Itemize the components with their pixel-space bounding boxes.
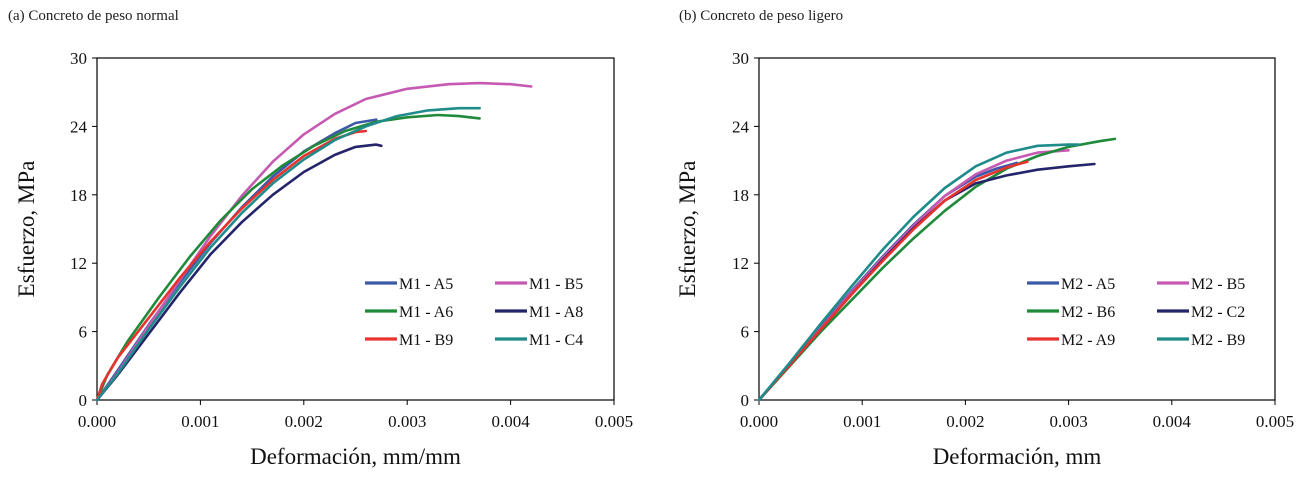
chart-panel-lightweight: (b) Concreto de peso ligero 0.000 0.001 0.…	[655, 0, 1311, 478]
x-axis-label: Deformación, mm	[933, 444, 1102, 469]
series-line-m2-a5	[757, 161, 1019, 402]
series-line-m1-b5	[95, 81, 533, 402]
y-tick-label: 18	[70, 186, 87, 205]
y-tick-label: 0	[79, 391, 88, 410]
y-tick-label: 6	[741, 323, 750, 342]
legend-label: M1 - A8	[529, 304, 583, 321]
x-tick-label: 0.003	[388, 412, 426, 431]
plot-frame	[96, 57, 615, 401]
legend-label: M1 - B9	[399, 332, 453, 349]
legend-label: M1 - C4	[529, 332, 583, 349]
series-line-m2-b6	[757, 137, 1117, 402]
x-tick-label: 0.003	[1049, 412, 1087, 431]
x-tick-label: 0.001	[181, 412, 219, 431]
legend-label: M2 - B5	[1191, 276, 1245, 293]
x-tick-label: 0.002	[285, 412, 323, 431]
series-line-m1-b9	[95, 129, 368, 402]
x-tick-label: 0.002	[946, 412, 984, 431]
stress-strain-chart-lightweight: 0.000 0.001 0.002 0.003 0.004 0.005 0 6 12 18 24 30…	[675, 49, 1294, 469]
legend-label: M2 - A5	[1061, 276, 1115, 293]
legend-label: M1 - B5	[529, 276, 583, 293]
x-tick-label: 0.001	[843, 412, 881, 431]
panel-title: (b) Concreto de peso ligero	[679, 8, 844, 24]
stress-strain-chart-normal: 0.000 0.001 0.002 0.003 0.004 0.005 0 6 12 18 24 30…	[14, 49, 633, 469]
x-axis-label: Deformación, mm/mm	[250, 444, 461, 469]
y-tick-label: 24	[70, 117, 88, 136]
series-line-m2-b5	[757, 149, 1070, 402]
x-tick-label: 0.005	[1256, 412, 1294, 431]
legend-label: M2 - C2	[1191, 304, 1245, 321]
x-tick-label: 0.000	[78, 412, 116, 431]
x-tick-label: 0.004	[1153, 412, 1192, 431]
legend-label: M2 - B6	[1061, 304, 1115, 321]
y-tick-label: 30	[70, 49, 87, 68]
legend-label: M1 - A6	[399, 304, 453, 321]
y-tick-label: 12	[732, 254, 749, 273]
x-tick-label: 0.004	[491, 412, 530, 431]
series-line-m1-a8	[95, 143, 383, 402]
legend-label: M2 - B9	[1191, 332, 1245, 349]
y-axis-label: Esfuerzo, MPa	[14, 161, 39, 298]
series-line-m1-a6	[95, 113, 481, 402]
series-line-m1-c4	[95, 106, 481, 402]
series-line-m2-a9	[757, 160, 1029, 402]
legend-label: M2 - A9	[1061, 332, 1115, 349]
plot-frame	[758, 57, 1276, 401]
chart-panel-normal-weight: (a) Concreto de peso normal 0.000 0.001 0.…	[0, 0, 655, 478]
y-tick-label: 30	[732, 49, 749, 68]
x-tick-label: 0.000	[740, 412, 778, 431]
y-tick-label: 6	[79, 323, 88, 342]
legend-label: M1 - A5	[399, 276, 453, 293]
y-tick-label: 18	[732, 186, 749, 205]
x-tick-label: 0.005	[595, 412, 633, 431]
y-axis-label: Esfuerzo, MPa	[675, 161, 700, 298]
series-line-m1-a5	[95, 118, 378, 402]
y-tick-label: 0	[741, 391, 750, 410]
y-tick-label: 12	[70, 254, 87, 273]
series-line-m2-b9	[757, 143, 1081, 402]
y-tick-label: 24	[732, 117, 750, 136]
panel-title: (a) Concreto de peso normal	[8, 8, 179, 24]
